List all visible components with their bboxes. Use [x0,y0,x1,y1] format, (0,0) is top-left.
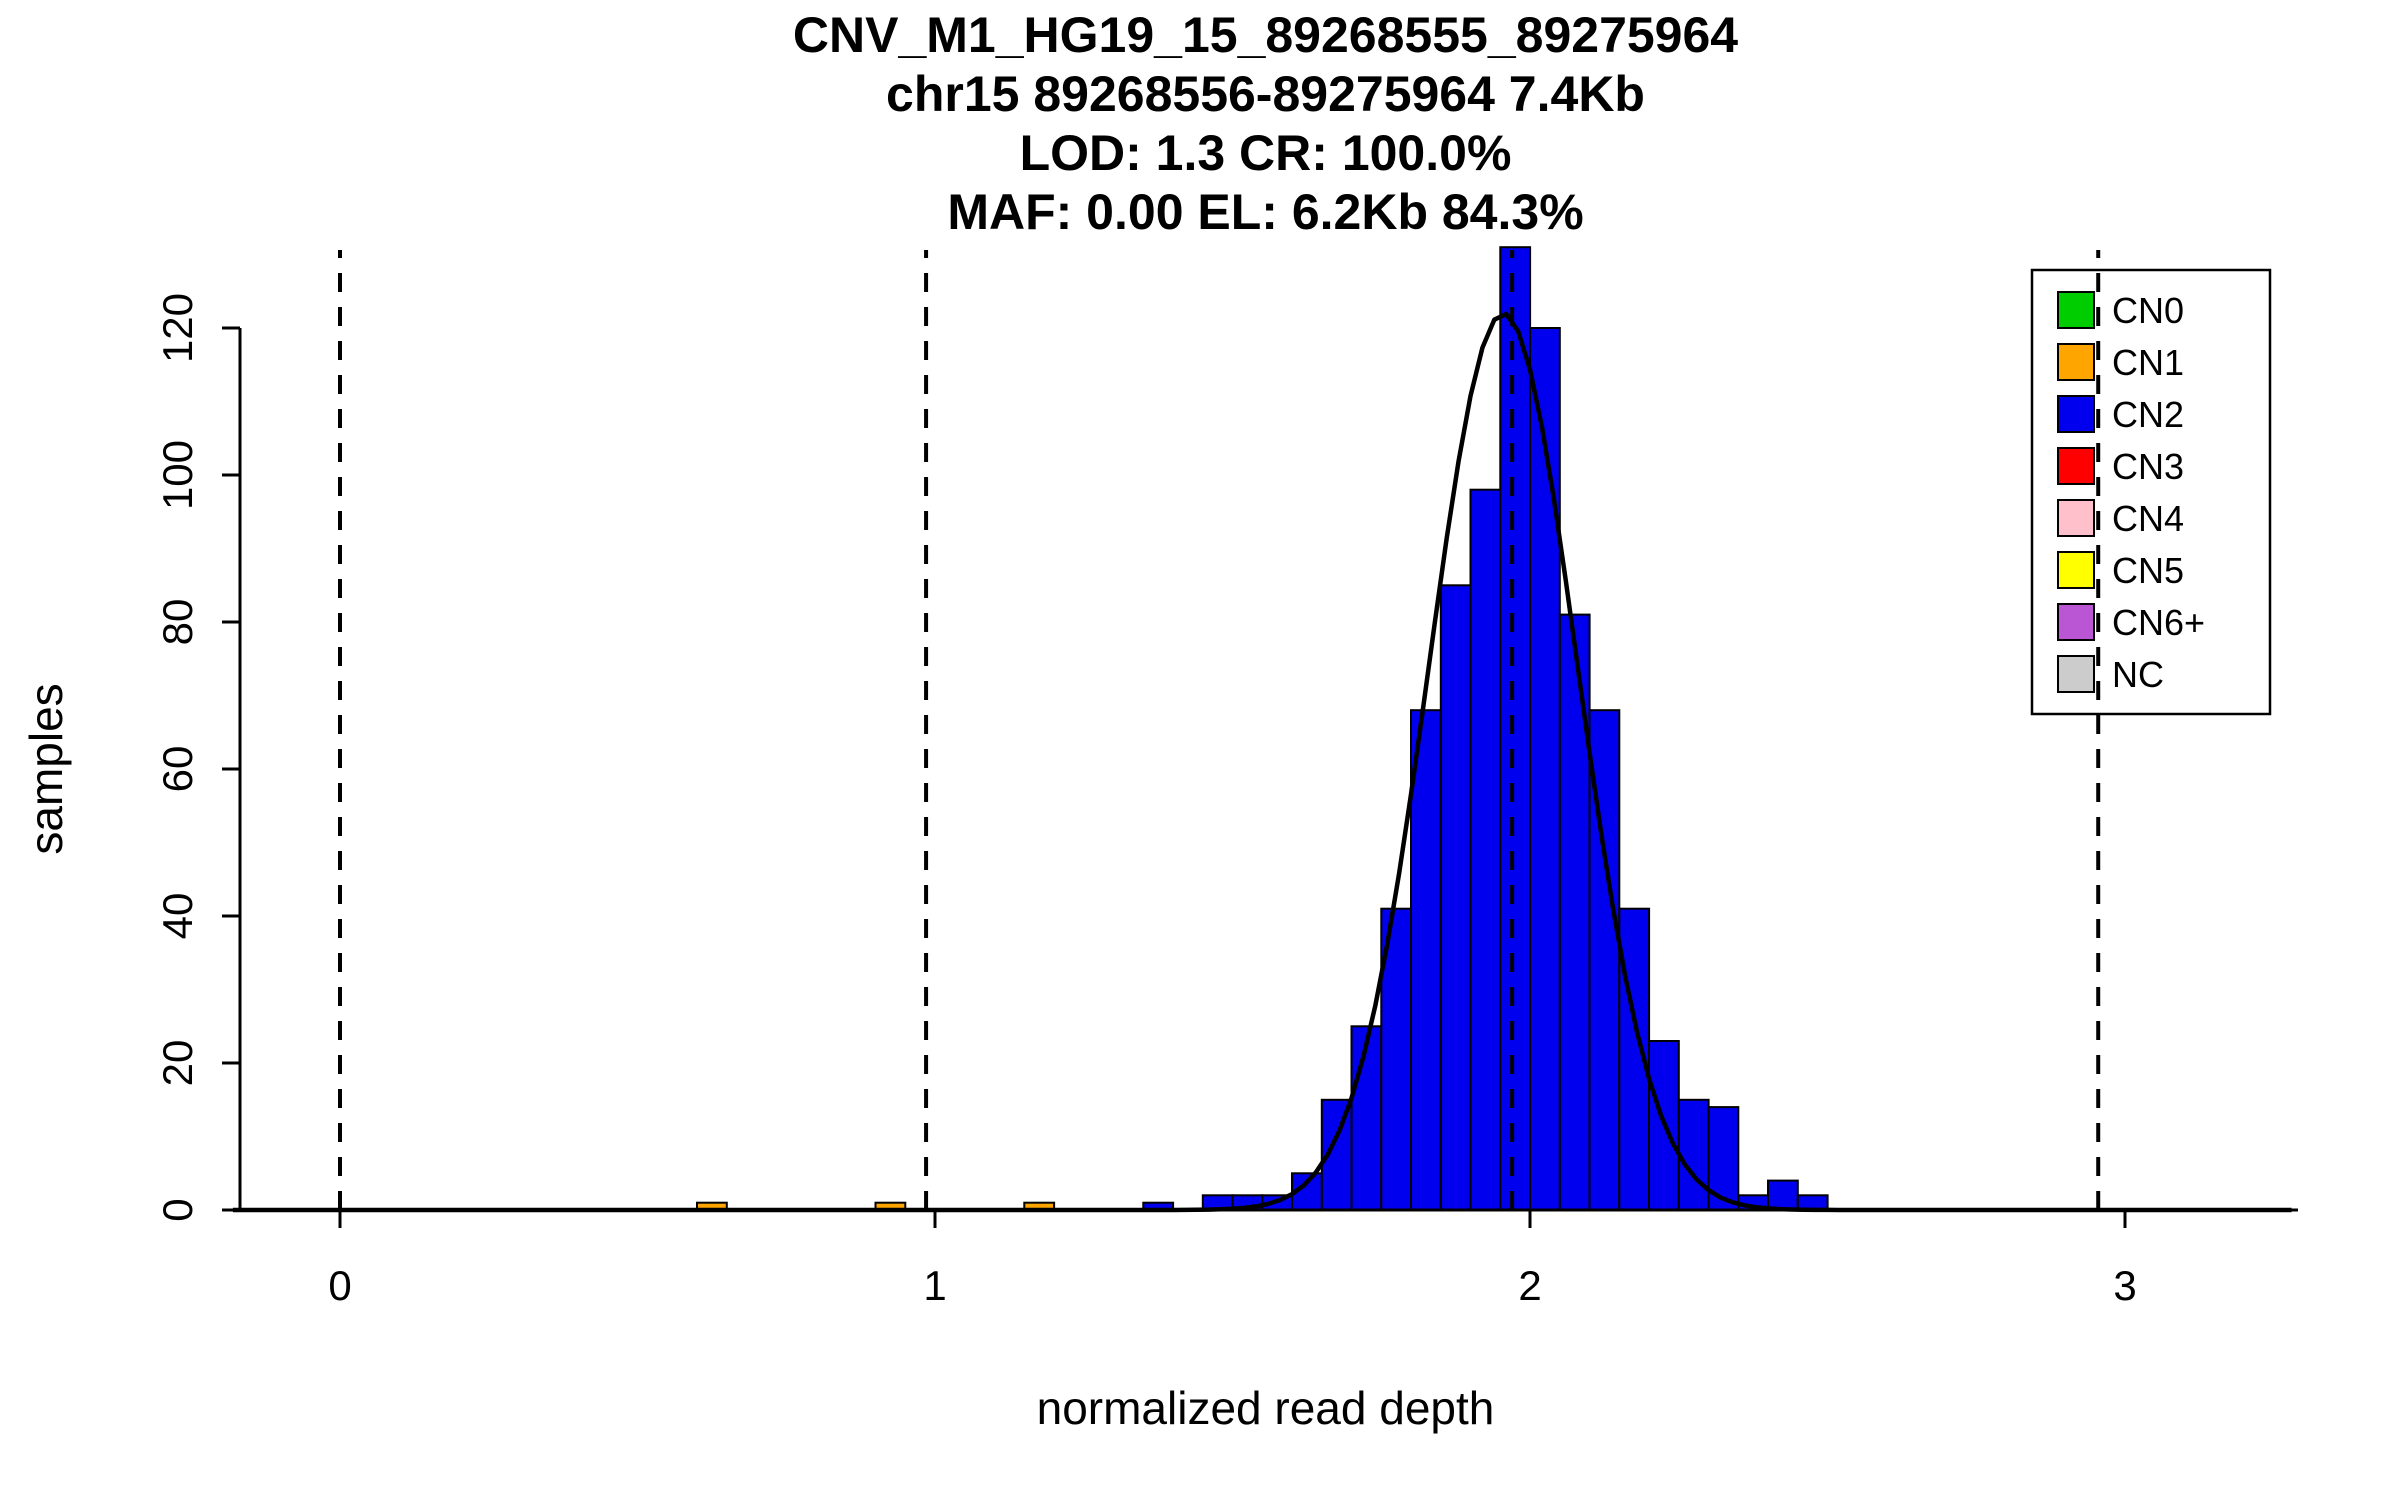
histogram-bar-cn2 [1410,709,1442,1211]
histogram-bar-cn2 [1469,488,1502,1211]
legend-box [2030,268,2272,716]
legend-swatch-cn4 [2057,499,2095,537]
histogram-bar-cn2 [1529,327,1561,1211]
legend-label-cn6-plus: CN6+ [2112,602,2205,643]
chart-title-line-2: chr15 89268556-89275964 7.4Kb [886,66,1645,122]
x-tick-label: 0 [328,1262,351,1309]
chart-title-block: CNV_M1_HG19_15_89268555_89275964 chr15 8… [233,6,2298,242]
legend-label-cn5: CN5 [2112,550,2184,591]
y-tick-label: 120 [154,293,201,363]
legend-label-cn1: CN1 [2112,342,2184,383]
y-tick-label: 40 [154,893,201,940]
histogram-bar-cn2 [1558,613,1591,1211]
y-axis-title: samples [20,683,72,854]
x-tick-label: 1 [923,1262,946,1309]
histogram-bar-cn2 [1677,1098,1710,1212]
legend-label-cn0: CN0 [2112,290,2184,331]
legend-label-nc: NC [2112,654,2164,695]
x-axis-title: normalized read depth [1037,1382,1495,1434]
y-tick-label: 20 [154,1040,201,1087]
y-tick-label: 60 [154,746,201,793]
x-tick-label: 3 [2113,1262,2136,1309]
legend-label-cn2: CN2 [2112,394,2184,435]
x-tick-label: 2 [1518,1262,1541,1309]
histogram-bar-cn2 [1350,1025,1383,1212]
chart-title-line-1: CNV_M1_HG19_15_89268555_89275964 [792,7,1739,63]
gaussian-fit-curve [232,311,2292,1213]
histogram-bar-cn2 [1439,584,1472,1212]
legend-label-cn4: CN4 [2112,498,2184,539]
histogram-bar-cn2 [1767,1179,1799,1211]
chart-title-line-4: MAF: 0.00 EL: 6.2Kb 84.3% [947,184,1584,240]
legend-swatch-cn0 [2057,291,2095,329]
histogram-bar-cn2 [1499,246,1532,1211]
chart-title-line-3: LOD: 1.3 CR: 100.0% [1019,125,1512,181]
legend-swatch-cn3 [2057,447,2095,485]
y-tick-label: 80 [154,599,201,646]
legend-swatch-cn1 [2057,343,2095,381]
legend-swatch-cn2 [2057,395,2095,433]
legend-swatch-cn6-plus [2057,603,2095,641]
legend-swatch-nc [2057,655,2095,693]
y-tick-label: 0 [154,1198,201,1221]
y-tick-label: 100 [154,440,201,510]
legend-swatch-cn5 [2057,551,2095,589]
legend-label-cn3: CN3 [2112,446,2184,487]
